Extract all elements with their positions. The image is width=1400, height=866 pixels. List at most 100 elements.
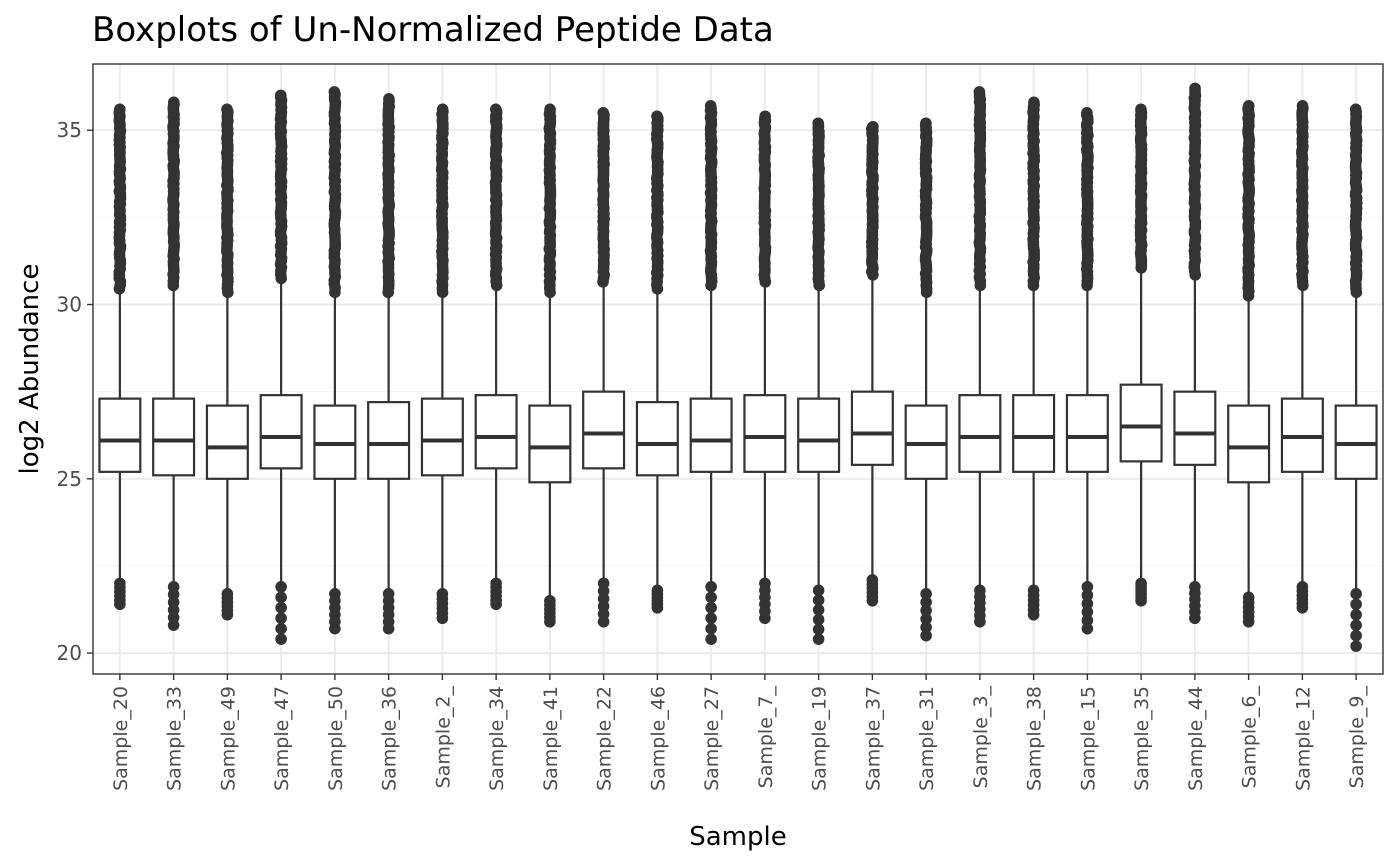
box-iqr: [528, 404, 572, 484]
outliers: [597, 107, 611, 628]
outliers: [274, 89, 288, 645]
y-tick-label: 20: [57, 641, 82, 665]
boxes: [98, 82, 1378, 652]
outlier-point: [704, 100, 717, 112]
outlier-point: [651, 601, 664, 614]
outliers: [1134, 103, 1148, 607]
outlier-point: [1081, 107, 1093, 119]
x-tick-label: Sample_27: [701, 686, 723, 791]
box-iqr: [850, 390, 894, 466]
box-iqr: [420, 397, 464, 477]
outlier-point: [167, 619, 180, 631]
outlier-point: [1081, 614, 1094, 627]
outlier-point: [1189, 612, 1201, 625]
outlier-point: [920, 613, 932, 625]
outlier-point: [1350, 598, 1362, 611]
outlier-point: [759, 612, 771, 625]
box-Sample_35: [1119, 103, 1163, 607]
outlier-point: [812, 604, 825, 616]
box-iqr: [474, 394, 518, 470]
box-iqr: [205, 404, 249, 480]
outliers: [1080, 107, 1094, 635]
y-tick-label: 30: [57, 293, 82, 317]
y-axis: 20 25 30 35: [57, 118, 93, 665]
outlier-point: [867, 120, 879, 133]
y-tick-label: 25: [57, 467, 82, 491]
outlier-point: [597, 107, 610, 119]
box-Sample_37: [850, 120, 894, 607]
outliers: [1349, 103, 1363, 652]
outlier-point: [490, 598, 502, 611]
outlier-point: [1350, 608, 1362, 621]
outliers: [865, 120, 879, 607]
outlier-point: [1081, 589, 1094, 602]
outliers: [435, 103, 449, 625]
box-Sample_27: [689, 100, 733, 645]
x-tick-label: Sample_31: [916, 686, 938, 791]
outlier-point: [1350, 619, 1362, 631]
outliers: [973, 86, 987, 628]
outlier-point: [705, 612, 717, 625]
outlier-point: [705, 601, 717, 614]
outlier-point: [114, 598, 126, 611]
outlier-point: [597, 615, 610, 628]
chart-title: Boxplots of Un-Normalized Peptide Data: [92, 10, 774, 50]
x-tick-label: Sample_47: [271, 686, 293, 791]
box-iqr: [635, 401, 679, 477]
box-Sample_49: [205, 103, 249, 621]
x-tick-label: Sample_2_: [432, 686, 454, 789]
outliers: [812, 117, 826, 645]
x-tick-label: Sample_15: [1077, 686, 1099, 791]
outlier-point: [1349, 103, 1362, 116]
outliers: [220, 103, 234, 621]
outlier-point: [436, 612, 449, 625]
outlier-point: [1350, 640, 1362, 652]
outlier-point: [705, 591, 717, 604]
outlier-point: [1350, 629, 1362, 642]
box-Sample_36: [367, 93, 411, 635]
box-Sample_46: [635, 110, 679, 614]
x-tick-label: Sample_22: [594, 686, 616, 791]
outlier-point: [705, 581, 717, 593]
box-Sample_47: [259, 89, 303, 645]
box-iqr: [367, 401, 411, 480]
box-iqr: [152, 397, 196, 477]
box-Sample_3_: [958, 86, 1002, 628]
outlier-point: [1135, 595, 1147, 607]
box-Sample_2_: [420, 103, 464, 625]
outlier-point: [275, 591, 287, 604]
x-tick-label: Sample_38: [1024, 686, 1046, 791]
outlier-point: [436, 103, 449, 116]
box-Sample_41: [528, 103, 572, 628]
box-Sample_38: [1012, 96, 1056, 621]
outlier-point: [275, 581, 287, 593]
outlier-point: [1028, 96, 1040, 109]
box-Sample_15: [1065, 107, 1109, 635]
outlier-point: [920, 604, 932, 617]
y-tick-label: 35: [57, 118, 82, 142]
y-axis-title: log2 Abundance: [15, 264, 45, 475]
box-Sample_9_: [1334, 103, 1378, 652]
box-iqr: [1173, 390, 1217, 466]
x-tick-label: Sample_20: [110, 686, 132, 791]
outlier-point: [1081, 622, 1094, 635]
outlier-point: [275, 612, 287, 625]
outlier-point: [973, 86, 986, 98]
box-Sample_33: [152, 96, 196, 631]
box-Sample_12: [1280, 100, 1324, 614]
outliers: [758, 110, 772, 625]
outlier-point: [812, 613, 825, 626]
box-Sample_22: [582, 107, 626, 628]
outlier-point: [920, 629, 932, 642]
box-Sample_7_: [743, 110, 787, 625]
outlier-point: [167, 96, 180, 109]
box-Sample_19: [797, 117, 841, 645]
x-tick-label: Sample_34: [486, 686, 508, 791]
outlier-point: [221, 608, 234, 621]
outlier-point: [812, 117, 825, 130]
outlier-point: [382, 622, 395, 635]
outlier-point: [275, 601, 287, 614]
box-iqr: [797, 397, 841, 473]
outlier-point: [1350, 588, 1362, 600]
outliers: [1295, 100, 1309, 614]
